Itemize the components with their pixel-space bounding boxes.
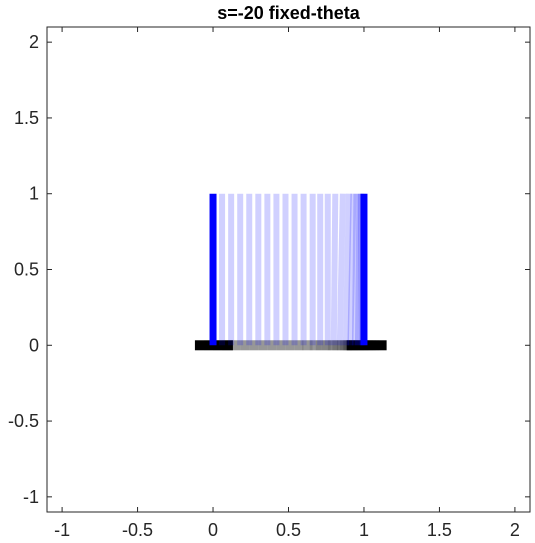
cart-trail-block xyxy=(309,340,346,351)
cart-trail-block xyxy=(315,340,352,351)
pendulum-frame-line xyxy=(351,193,360,346)
cart-trail-block xyxy=(327,340,364,351)
pendulum-frame-line xyxy=(354,193,363,346)
cart-trail-block xyxy=(294,340,331,351)
pendulum-frame-line xyxy=(342,193,352,346)
animation-frames xyxy=(194,193,387,351)
x-tick-label: 0.5 xyxy=(276,520,301,540)
cart-trail-block xyxy=(276,340,313,351)
cart-trail-block xyxy=(249,340,286,351)
axis-ticks: -1 -0.5 0 0.5 1 1.5 2 -1 -0.5 0 0.5 1 1.5 2 xyxy=(8,27,530,540)
x-tick-label: 2 xyxy=(510,520,520,540)
pendulum-frame-line xyxy=(336,193,346,346)
y-tick-label: -0.5 xyxy=(8,411,39,431)
y-tick-label: -1 xyxy=(23,487,39,507)
x-tick-label: 0 xyxy=(208,520,218,540)
y-tick-label: 1.5 xyxy=(14,108,39,128)
cart-trail-block xyxy=(285,340,322,351)
cart-trail-block xyxy=(222,340,259,351)
x-tick-label: -0.5 xyxy=(122,520,153,540)
x-tick-label: 1.5 xyxy=(427,520,452,540)
y-tick-label: 2 xyxy=(29,32,39,52)
x-tick-label: -1 xyxy=(54,520,70,540)
pendulum-frame-line xyxy=(347,193,357,346)
y-tick-label: 0 xyxy=(29,335,39,355)
x-tick-label: 1 xyxy=(359,520,369,540)
axes-box xyxy=(46,26,531,513)
y-tick-label: 1 xyxy=(29,184,39,204)
cart-trail-block xyxy=(258,340,295,351)
pendulum-frame-line xyxy=(330,193,339,346)
chart-title: s=-20 fixed-theta xyxy=(217,3,361,23)
cart-trail-block xyxy=(231,340,268,351)
cart-trail-block xyxy=(302,340,339,351)
cart-trail-block xyxy=(240,340,277,351)
cart-trail-block xyxy=(267,340,304,351)
y-tick-label: 0.5 xyxy=(14,260,39,280)
cart-trail-block xyxy=(321,340,358,351)
